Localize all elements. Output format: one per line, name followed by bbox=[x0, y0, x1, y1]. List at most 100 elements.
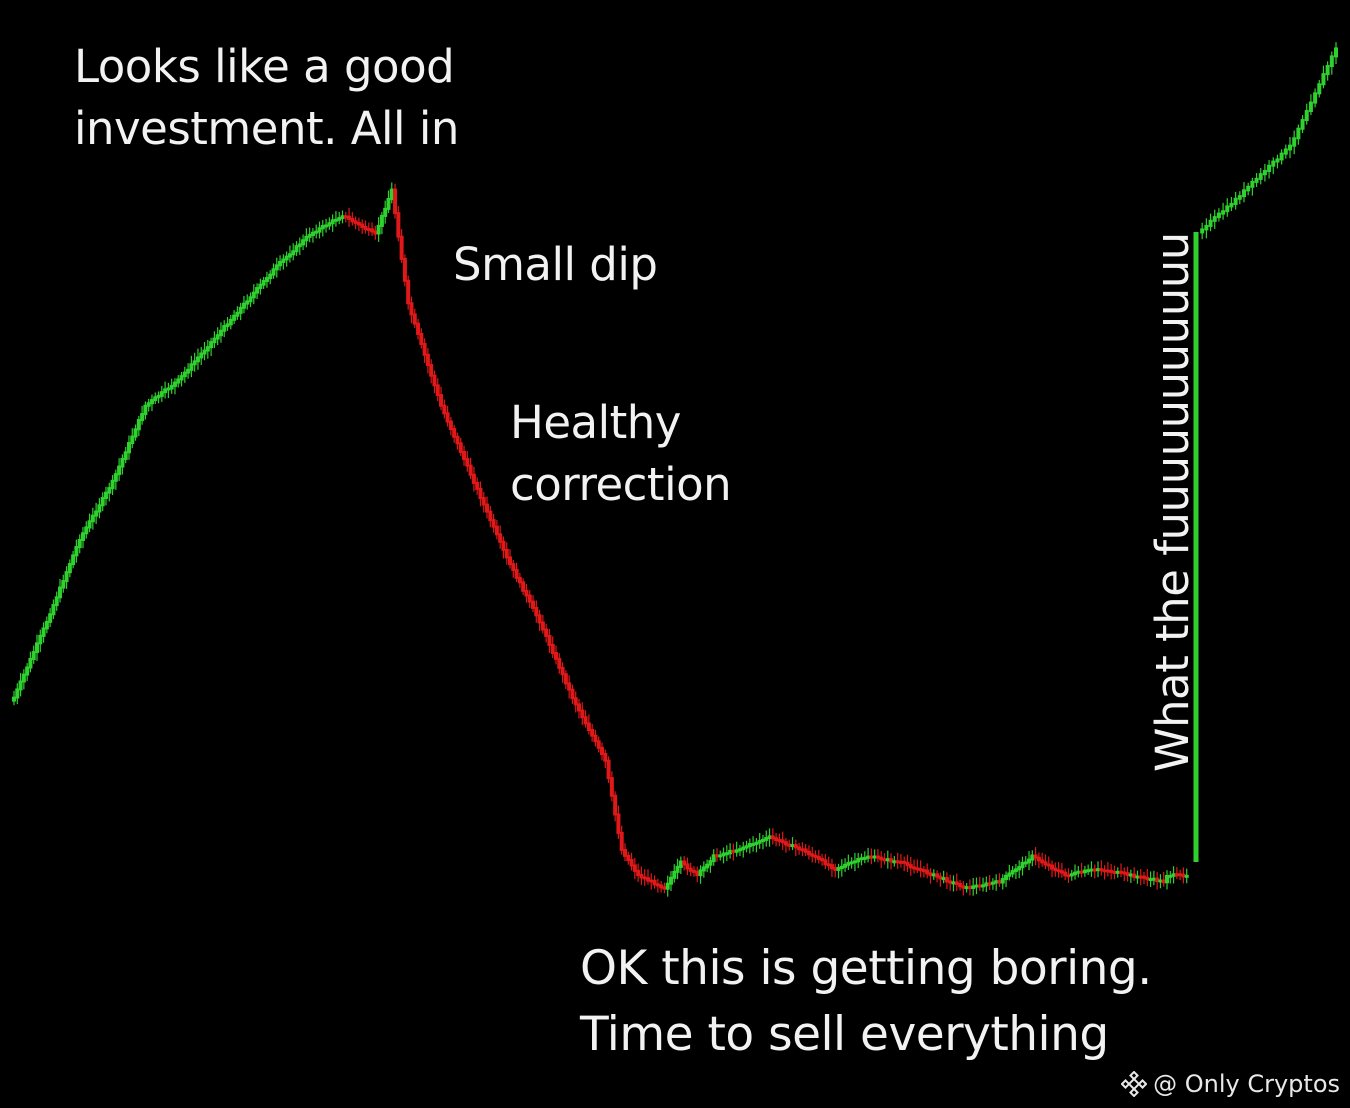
candle-up bbox=[251, 291, 256, 299]
candle-down bbox=[925, 869, 930, 875]
candle-down bbox=[573, 697, 578, 706]
candle-up bbox=[839, 865, 844, 870]
candle-up bbox=[1010, 870, 1015, 875]
candle-down bbox=[468, 464, 473, 476]
candle-down bbox=[425, 353, 430, 367]
candle-up bbox=[931, 873, 936, 877]
candle-up bbox=[274, 264, 279, 271]
candle-up bbox=[1283, 148, 1288, 155]
candle-up bbox=[1089, 868, 1094, 872]
candle-up bbox=[1069, 873, 1074, 877]
candles-group bbox=[12, 42, 1338, 897]
candle-up bbox=[1158, 879, 1163, 883]
candle-down bbox=[1099, 868, 1104, 872]
candle-up bbox=[668, 876, 673, 885]
candle-down bbox=[606, 759, 611, 780]
candle-up bbox=[324, 224, 329, 228]
candle-up bbox=[261, 280, 266, 286]
candle-up bbox=[77, 539, 82, 549]
candle-down bbox=[714, 854, 719, 858]
candle-up bbox=[140, 413, 145, 422]
candle-up bbox=[1254, 177, 1259, 183]
candle-up bbox=[255, 287, 260, 294]
candle-up bbox=[179, 375, 184, 381]
candle-down bbox=[478, 487, 483, 500]
candle-down bbox=[780, 839, 785, 844]
candle-up bbox=[103, 491, 108, 499]
candle-down bbox=[655, 883, 660, 887]
candle-down bbox=[1145, 876, 1150, 881]
candle-down bbox=[399, 235, 404, 260]
candle-down bbox=[481, 497, 486, 506]
candle-up bbox=[1329, 55, 1334, 68]
candle-down bbox=[511, 563, 516, 571]
candle-down bbox=[800, 848, 805, 852]
candle-up bbox=[48, 613, 53, 623]
candle-down bbox=[944, 877, 949, 883]
candle-up bbox=[990, 881, 995, 885]
candle-up bbox=[225, 323, 230, 328]
candle-up bbox=[34, 642, 39, 654]
candle-down bbox=[554, 651, 559, 660]
candle-up bbox=[849, 861, 854, 865]
candle-up bbox=[1020, 862, 1025, 869]
candle-down bbox=[731, 849, 736, 853]
candle-down bbox=[563, 673, 568, 685]
candle-down bbox=[465, 458, 470, 467]
candle-down bbox=[416, 322, 421, 335]
candle-up bbox=[1165, 874, 1170, 884]
candle-up bbox=[195, 356, 200, 363]
candle-down bbox=[1040, 859, 1045, 864]
candle-up bbox=[215, 334, 220, 340]
candle-down bbox=[685, 863, 690, 870]
candle-up bbox=[1204, 224, 1209, 231]
candle-up bbox=[281, 258, 286, 263]
candle-down bbox=[409, 302, 414, 316]
candle-down bbox=[626, 854, 631, 862]
candle-down bbox=[826, 863, 831, 867]
candle-up bbox=[941, 877, 946, 881]
candle-up bbox=[866, 855, 871, 859]
candle-up bbox=[379, 214, 384, 227]
candle-up bbox=[1221, 210, 1226, 215]
candle-down bbox=[875, 855, 880, 859]
candle-down bbox=[787, 843, 792, 847]
candle-up bbox=[1325, 65, 1330, 76]
candle-up bbox=[1017, 866, 1022, 871]
candle-up bbox=[71, 554, 76, 566]
candle-up bbox=[84, 526, 89, 535]
candle-down bbox=[412, 313, 417, 325]
candle-up bbox=[291, 250, 296, 256]
candle-down bbox=[882, 858, 887, 862]
candle-down bbox=[514, 568, 519, 579]
candle-down bbox=[921, 869, 926, 873]
candle-down bbox=[560, 666, 565, 676]
candle-up bbox=[18, 680, 23, 691]
candle-down bbox=[593, 734, 598, 743]
candle-down bbox=[632, 864, 637, 872]
candle-up bbox=[724, 852, 729, 856]
candle-up bbox=[672, 870, 677, 879]
candle-down bbox=[1109, 869, 1114, 873]
candle-down bbox=[642, 876, 647, 880]
candle-down bbox=[1125, 872, 1130, 877]
candle-up bbox=[268, 273, 273, 280]
binance-logo-icon bbox=[1121, 1071, 1148, 1097]
candle-down bbox=[1119, 870, 1124, 874]
candle-up bbox=[15, 688, 20, 699]
candle-down bbox=[419, 332, 424, 345]
candle-down bbox=[350, 217, 355, 223]
candle-up bbox=[123, 451, 128, 460]
candle-up bbox=[728, 849, 733, 855]
candle-down bbox=[537, 614, 542, 624]
candle-up bbox=[287, 253, 292, 258]
candle-up bbox=[166, 387, 171, 391]
candle-up bbox=[1023, 861, 1028, 865]
candle-down bbox=[603, 753, 608, 762]
candle-up bbox=[1229, 202, 1234, 208]
annotation-all-in: Looks like a good investment. All in bbox=[74, 36, 459, 160]
candle-up bbox=[386, 198, 391, 210]
candle-down bbox=[1043, 861, 1048, 866]
candle-down bbox=[918, 867, 923, 872]
